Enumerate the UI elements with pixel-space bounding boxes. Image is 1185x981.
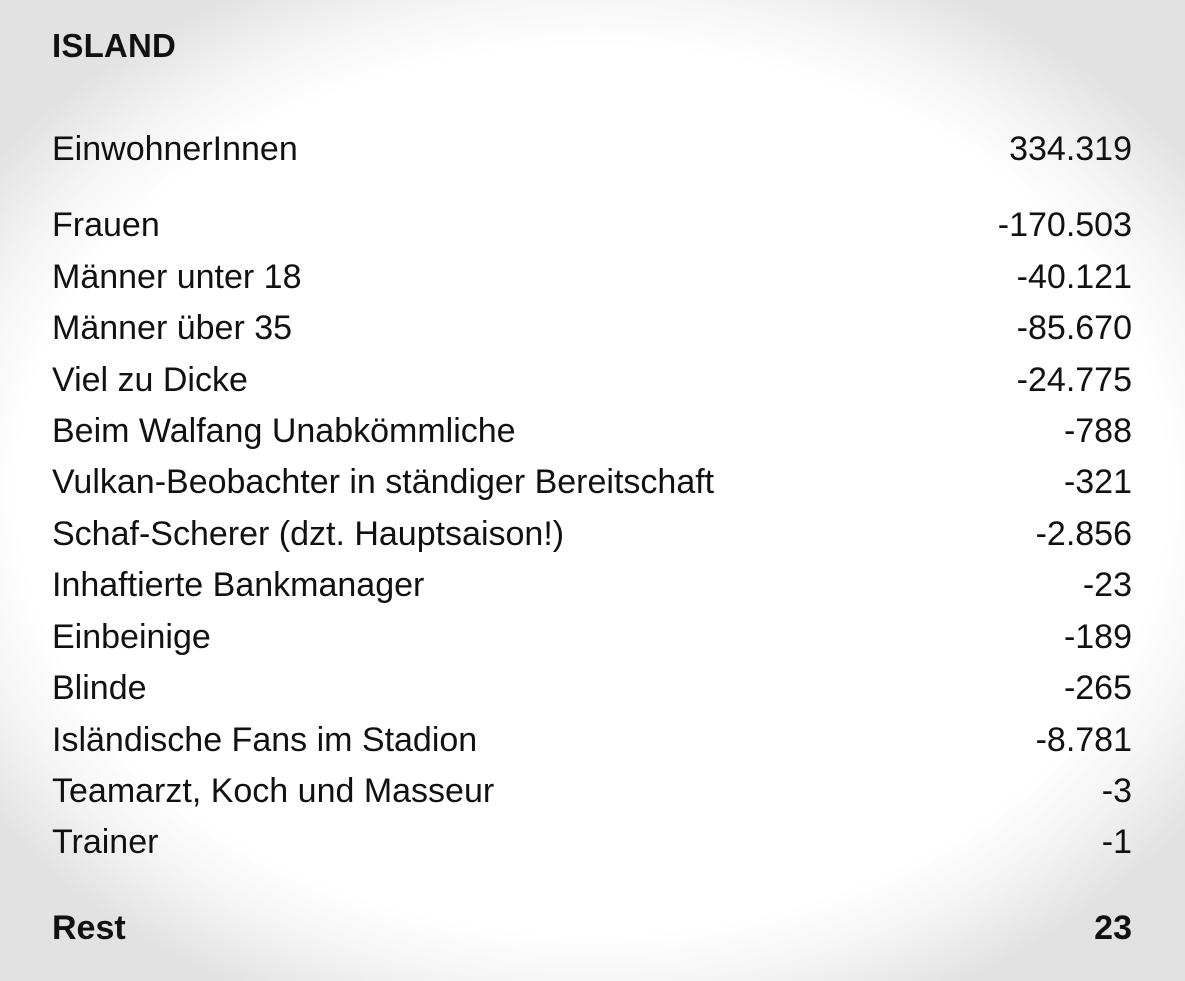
row-label: Trainer [52, 823, 159, 861]
row-value: -788 [1063, 412, 1132, 450]
total-value: 23 [1094, 909, 1132, 947]
deduction-row: Männer über 35 -85.670 [52, 308, 1132, 348]
deduction-row: Teamarzt, Koch und Masseur -3 [52, 771, 1132, 811]
row-value: -321 [1063, 463, 1132, 501]
row-label: Männer unter 18 [52, 258, 302, 296]
row-label: Einbeinige [52, 618, 211, 656]
row-value: -1 [1101, 823, 1132, 861]
row-value: -8.781 [1035, 721, 1132, 759]
deduction-row: Männer unter 18 -40.121 [52, 257, 1132, 297]
deduction-row: Schaf-Scherer (dzt. Hauptsaison!) -2.856 [52, 514, 1132, 554]
row-value: -23 [1082, 566, 1132, 604]
row-value: -40.121 [1016, 258, 1132, 296]
deduction-row: Frauen -170.503 [52, 205, 1132, 245]
deduction-row: Blinde -265 [52, 668, 1132, 708]
row-label: Isländische Fans im Stadion [52, 721, 478, 759]
row-label: Beim Walfang Unabkömmliche [52, 412, 516, 450]
row-label: EinwohnerInnen [52, 130, 298, 168]
row-label: Teamarzt, Koch und Masseur [52, 772, 495, 810]
row-value: -85.670 [1016, 309, 1132, 347]
row-value: -24.775 [1016, 361, 1132, 399]
row-label: Blinde [52, 669, 147, 707]
total-label: Rest [52, 909, 126, 947]
row-value: -265 [1063, 669, 1132, 707]
row-label: Männer über 35 [52, 309, 293, 347]
row-value: -2.856 [1035, 515, 1132, 553]
document-title: ISLAND [52, 27, 177, 64]
row-label: Inhaftierte Bankmanager [52, 566, 425, 604]
row-value: -189 [1063, 618, 1132, 656]
row-label: Vulkan-Beobachter in ständiger Bereitsch… [52, 463, 715, 501]
row-value: -3 [1101, 772, 1132, 810]
population-row: EinwohnerInnen 334.319 [52, 129, 1132, 169]
deduction-row: Einbeinige -189 [52, 617, 1132, 657]
row-label: Viel zu Dicke [52, 361, 248, 399]
deduction-row: Trainer -1 [52, 822, 1132, 862]
row-label: Frauen [52, 206, 160, 244]
deduction-row: Viel zu Dicke -24.775 [52, 360, 1132, 400]
deduction-row: Inhaftierte Bankmanager -23 [52, 565, 1132, 605]
deduction-row: Isländische Fans im Stadion -8.781 [52, 720, 1132, 760]
row-label: Schaf-Scherer (dzt. Hauptsaison!) [52, 515, 565, 553]
deduction-row: Vulkan-Beobachter in ständiger Bereitsch… [52, 462, 1132, 502]
total-row: Rest 23 [52, 908, 1132, 948]
row-value: 334.319 [1009, 130, 1132, 168]
deduction-row: Beim Walfang Unabkömmliche -788 [52, 411, 1132, 451]
row-value: -170.503 [997, 206, 1132, 244]
